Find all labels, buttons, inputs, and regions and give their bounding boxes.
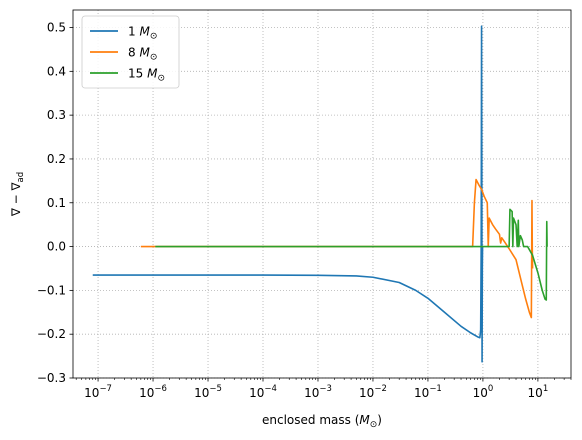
- y-tick-label: 0.3: [47, 108, 66, 122]
- axes-frame: [72, 9, 572, 379]
- y-tick-label: −0.1: [37, 283, 66, 297]
- y-tick-label: −0.3: [37, 371, 66, 385]
- x-tick-label: 100: [473, 384, 494, 400]
- legend-label-1: 1 M⊙: [128, 25, 157, 42]
- y-tick-label: 0.5: [47, 21, 66, 35]
- x-tick-label: 10−3: [304, 384, 332, 400]
- series-line-8: [140, 178, 534, 319]
- x-tick-label: 10−2: [359, 384, 387, 400]
- legend-label-15: 15 M⊙: [128, 67, 165, 84]
- series-line-1: [92, 25, 484, 363]
- x-tick-label: 10−5: [194, 384, 222, 400]
- series-line-15: [155, 208, 548, 301]
- x-tick-label: 10−6: [139, 384, 167, 400]
- y-tick-label: 0.4: [47, 64, 66, 78]
- y-tick-label: 0.0: [47, 240, 66, 254]
- y-tick-label: 0.1: [47, 196, 66, 210]
- legend-label-8: 8 M⊙: [128, 46, 157, 63]
- y-axis-label: ∇ − ∇ad: [9, 172, 26, 217]
- x-tick-label: 10−1: [414, 384, 442, 400]
- legend-box: [81, 15, 180, 89]
- y-tick-label: 0.2: [47, 152, 66, 166]
- x-tick-label: 10−7: [84, 384, 112, 400]
- x-axis-label: enclosed mass (M⊙): [262, 413, 382, 430]
- y-tick-label: −0.2: [37, 327, 66, 341]
- x-tick-label: 10−4: [249, 384, 277, 400]
- x-tick-label: 101: [528, 384, 549, 400]
